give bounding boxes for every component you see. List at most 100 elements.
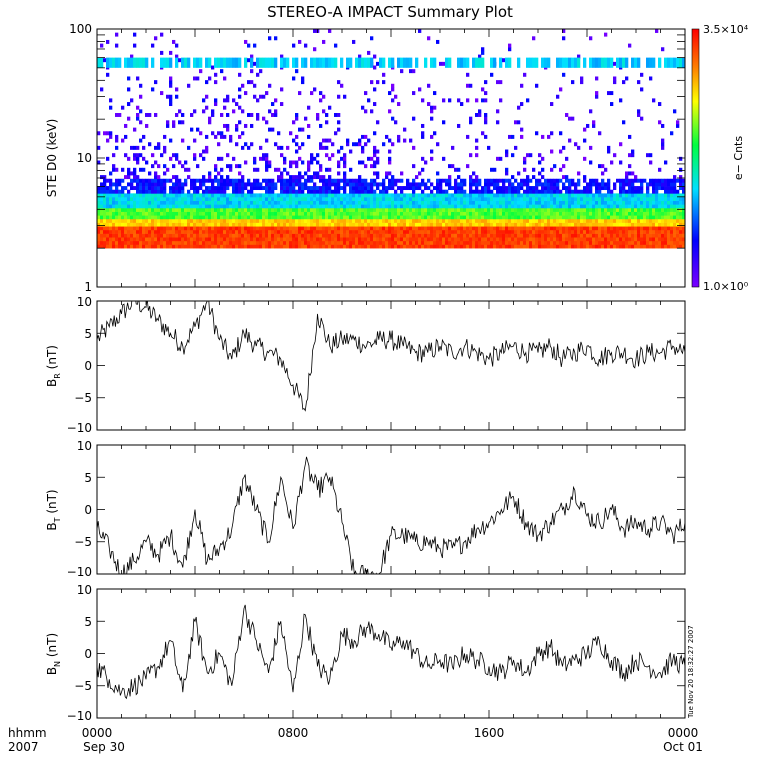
spectrogram-cell — [679, 167, 683, 172]
spectrogram-cell — [343, 218, 347, 223]
spectrogram-cell — [250, 69, 254, 74]
spectrogram-cell — [136, 215, 140, 220]
spectrogram-cell — [592, 193, 596, 198]
spectrogram-cell — [607, 237, 611, 242]
spectrogram-cell — [295, 197, 299, 201]
spectrogram-cell — [112, 222, 116, 227]
spectrogram-cell — [349, 200, 353, 205]
spectrogram-cell — [184, 229, 188, 234]
spectrogram-cell — [382, 215, 386, 220]
spectrogram-cell — [328, 156, 332, 161]
spectrogram-cell — [361, 229, 365, 234]
spectrogram-cell — [355, 204, 359, 209]
spectrogram-cell — [307, 186, 311, 191]
spectrogram-cell — [415, 244, 419, 249]
spectrogram-cell — [316, 240, 320, 245]
spectrogram-cell — [394, 189, 398, 194]
spectrogram-cell — [589, 186, 593, 191]
spectrogram-cell — [106, 197, 110, 201]
spectrogram-cell — [406, 204, 410, 209]
spectrogram-cell — [478, 109, 482, 114]
spectrogram-cell — [646, 244, 650, 249]
spectrogram-cell — [241, 240, 245, 245]
spectrogram-cell — [655, 222, 659, 227]
spectrogram-cell — [301, 186, 305, 191]
spectrogram-cell — [577, 197, 581, 201]
spectrogram-cell — [430, 182, 434, 187]
spectrogram-cell — [358, 233, 362, 238]
spectrogram-cell — [607, 211, 611, 216]
spectrogram-cell — [532, 186, 536, 191]
spectrogram-cell — [592, 204, 596, 209]
spectrogram-cell — [379, 244, 383, 249]
spectrogram-cell — [382, 204, 386, 209]
spectrogram-cell — [100, 211, 104, 216]
spectrogram-cell — [241, 197, 245, 201]
spectrogram-cell — [631, 233, 635, 238]
spectrogram-cell — [526, 222, 530, 227]
spectrogram-cell — [415, 233, 419, 238]
spectrogram-cell — [328, 240, 332, 245]
spectrogram-cell — [403, 211, 407, 216]
spectrogram-cell — [151, 164, 155, 169]
spectrogram-cell — [448, 193, 452, 198]
spectrogram-cell — [406, 233, 410, 238]
spectrogram-cell — [136, 189, 140, 194]
spectrogram-cell — [481, 240, 485, 245]
spectrogram-cell — [586, 193, 590, 198]
spectrogram-cell — [148, 189, 152, 194]
spectrogram-cell — [574, 57, 578, 68]
spectrogram-cell — [280, 207, 284, 212]
spectrogram-cell — [277, 226, 281, 231]
spectrogram-cell — [520, 215, 524, 220]
spectrogram-cell — [163, 197, 167, 201]
spectrogram-cell — [310, 207, 314, 212]
spectrogram-cell — [469, 197, 473, 201]
spectrogram-cell — [325, 240, 329, 245]
spectrogram-cell — [529, 207, 533, 212]
spectrogram-cell — [145, 123, 149, 128]
spectrogram-cell — [451, 211, 455, 216]
spectrogram-cell — [520, 233, 524, 238]
spectrogram-cell — [271, 102, 275, 107]
spectrogram-cell — [475, 175, 479, 180]
spectrogram-cell — [628, 229, 632, 234]
spectrogram-cell — [388, 160, 392, 165]
spectrogram-cell — [643, 211, 647, 216]
spectrogram-cell — [154, 182, 158, 187]
spectrogram-cell — [451, 240, 455, 245]
time-axis-unit: hhmm — [8, 726, 47, 740]
spectrogram-cell — [454, 207, 458, 212]
spectrogram-cell — [208, 57, 212, 68]
spectrogram-cell — [310, 233, 314, 238]
spectrogram-cell — [532, 237, 536, 242]
spectrogram-cell — [358, 57, 362, 68]
spectrogram-cell — [643, 178, 647, 183]
spectrogram-cell — [532, 167, 536, 172]
spectrogram-cell — [163, 57, 167, 68]
spectrogram-cell — [160, 207, 164, 212]
spectrogram-cell — [124, 186, 128, 191]
spectrogram-cell — [115, 211, 119, 216]
spectrogram-cell — [208, 197, 212, 201]
spectrogram-cell — [451, 229, 455, 234]
spectrogram-cell — [376, 200, 380, 205]
spectrogram-cell — [436, 142, 440, 147]
spectrogram-cell — [307, 229, 311, 234]
spectrogram-cell — [490, 211, 494, 216]
spectrogram-cell — [178, 58, 182, 63]
spectrogram-cell — [244, 186, 248, 191]
spectrogram-cell — [349, 237, 353, 242]
spectrogram-cell — [199, 233, 203, 238]
spectrogram-cell — [247, 197, 251, 201]
spectrogram-cell — [541, 233, 545, 238]
spectrogram-cell — [682, 218, 685, 223]
spectrogram-cell — [133, 186, 137, 191]
spectrogram-cell — [571, 222, 575, 227]
spectrogram-cell — [445, 240, 449, 245]
spectrogram-cell — [667, 211, 671, 216]
spectrogram-cell — [286, 244, 290, 249]
spectrogram-cell — [187, 233, 191, 238]
spectrogram-cell — [511, 182, 515, 187]
spectrogram-cell — [205, 244, 209, 249]
